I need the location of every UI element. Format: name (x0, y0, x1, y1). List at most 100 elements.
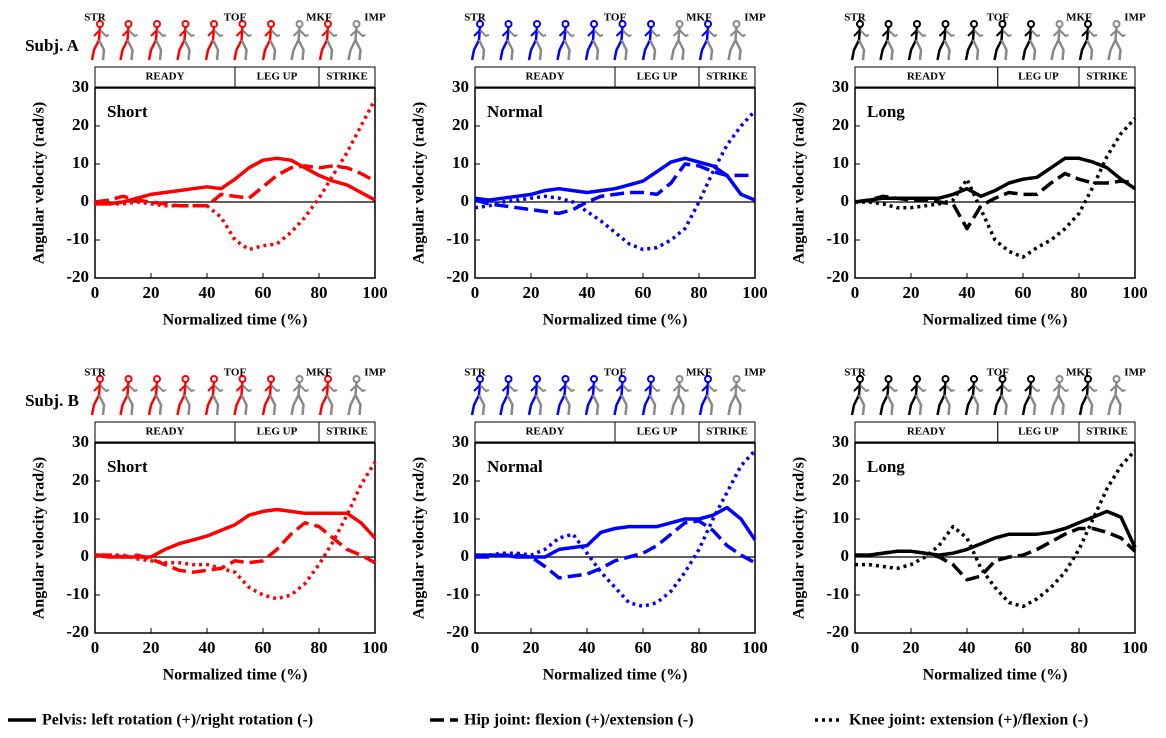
annotation: Short (107, 457, 148, 476)
stick-leg (1057, 394, 1065, 416)
stick-arm (121, 384, 130, 392)
stick-body (641, 26, 653, 61)
event-label: IMP (364, 12, 386, 24)
phase-label: LEG UP (637, 71, 678, 83)
y-tick-label: 30 (832, 77, 849, 96)
stick-arm (729, 384, 738, 392)
x-tick-label: 80 (311, 638, 328, 657)
stick-arm (1030, 29, 1041, 38)
stick-body (527, 381, 539, 416)
x-tick-label: 60 (1015, 638, 1032, 657)
stick-head (941, 375, 950, 383)
stick-arm (995, 29, 1004, 37)
stick-arm (916, 29, 927, 38)
stick-arm (938, 29, 947, 37)
event-label: STR (844, 367, 866, 379)
panel: STR TOF MKF IMP READY LEG UP STRIKE -20 -10 0 10 20… (31, 367, 388, 684)
stick-arm (916, 384, 927, 393)
stick-arm (264, 29, 272, 37)
phase-label: READY (525, 71, 564, 83)
phase-box (318, 421, 376, 443)
stick-arm (973, 29, 984, 38)
stick-arm (650, 29, 661, 38)
phase-label: STRIKE (326, 71, 368, 83)
stick-arm (1081, 384, 1089, 392)
stick-leg (126, 394, 134, 416)
stick-leg (943, 394, 951, 416)
stick-arm (270, 29, 281, 38)
annotation: Normal (487, 102, 543, 121)
event-label: MKF (1066, 12, 1092, 24)
stick-body (347, 381, 358, 416)
stick-arm (621, 384, 632, 393)
stick-arm (735, 29, 746, 38)
stick-head (913, 20, 921, 28)
y-tick-label: 10 (72, 153, 89, 172)
phase-label: LEG UP (257, 71, 298, 83)
stick-arm (178, 384, 187, 392)
stick-leg (268, 394, 277, 416)
stick-arm (621, 29, 632, 38)
stick-arm (264, 384, 272, 392)
legend-label: Hip joint: flexion (+)/extension (-) (464, 712, 694, 729)
x-axis-label: Normalized time (%) (543, 312, 688, 329)
phase-label: LEG UP (1018, 71, 1059, 83)
x-tick-label: 20 (523, 638, 540, 657)
stick-arm (530, 384, 538, 392)
stick-leg (648, 394, 657, 416)
phase-label: READY (907, 426, 946, 438)
phase-label: LEG UP (257, 426, 298, 438)
stick-body (261, 381, 273, 416)
stick-leg (211, 394, 220, 416)
stick-body (964, 26, 976, 61)
phase-label: LEG UP (1018, 426, 1059, 438)
event-label: TOF (604, 12, 627, 24)
stick-head (732, 375, 741, 383)
series-line (855, 449, 1137, 609)
stick-body (879, 381, 890, 416)
phase-box (1078, 66, 1136, 88)
stick-body (584, 26, 596, 61)
stick-arm (473, 384, 481, 392)
stick-arm (150, 384, 158, 392)
stick-arm (479, 384, 490, 393)
stick-head (970, 20, 978, 28)
stick-arm (1001, 384, 1012, 393)
stick-leg (534, 394, 543, 416)
panel: STR TOF MKF IMP READY LEG UP STRIKE -20 -10 0 10 20… (411, 12, 768, 329)
stick-head (561, 375, 570, 383)
stick-arm (1030, 384, 1041, 393)
stick-arm (99, 29, 110, 38)
stick-arm (298, 29, 309, 38)
x-tick-label: 20 (903, 638, 920, 657)
series-line (95, 156, 376, 206)
y-axis-label: Angular velocity (rad/s) (791, 457, 808, 619)
stick-head (647, 20, 655, 28)
stick-leg (1114, 39, 1122, 61)
stick-head (732, 20, 741, 28)
stick-arm (270, 384, 281, 393)
stick-arm (881, 384, 890, 392)
stick-leg (268, 39, 277, 61)
stick-body (584, 381, 596, 416)
event-label: IMP (1124, 12, 1146, 24)
stick-body (613, 381, 624, 416)
stick-arm (184, 384, 195, 393)
stick-arm (536, 29, 547, 38)
stick-leg (97, 39, 106, 61)
y-tick-label: 30 (72, 77, 89, 96)
y-tick-label: -10 (446, 584, 469, 603)
stick-arm (650, 384, 661, 393)
stick-body (1021, 26, 1033, 61)
stick-head (561, 20, 570, 28)
stick-head (267, 375, 275, 383)
stick-arm (587, 384, 595, 392)
stick-head (675, 20, 684, 28)
y-tick-label: -10 (66, 584, 89, 603)
x-tick-label: 0 (471, 638, 480, 657)
stick-arm (355, 384, 366, 393)
stick-leg (126, 39, 134, 61)
stick-arm (507, 29, 518, 38)
stick-arm (1052, 384, 1061, 392)
